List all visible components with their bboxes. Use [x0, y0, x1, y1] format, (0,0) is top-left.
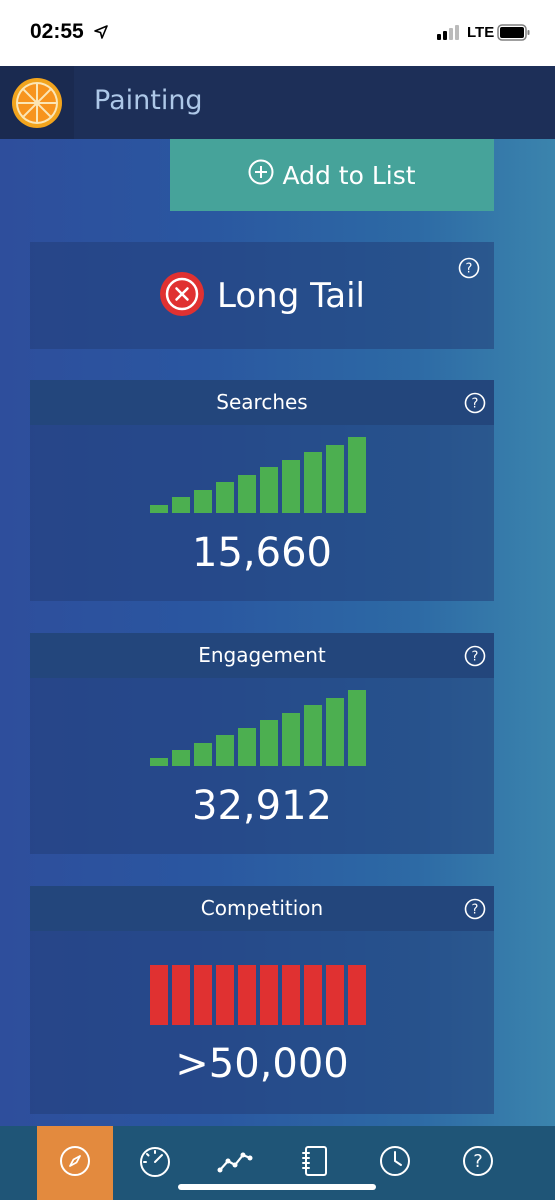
searches-value: 15,660: [192, 530, 332, 576]
meter-bar: [348, 965, 366, 1025]
tab-trends[interactable]: [197, 1126, 273, 1200]
plus-circle-icon: [248, 159, 274, 191]
searches-title: Searches: [30, 380, 494, 425]
competition-card: Competition ? >50,000: [30, 886, 494, 1114]
trend-line-icon: [217, 1147, 253, 1179]
long-tail-label: Long Tail: [217, 275, 365, 316]
help-icon[interactable]: ?: [464, 898, 486, 920]
home-indicator: [178, 1184, 376, 1190]
clock-icon: [379, 1145, 411, 1181]
searches-bar-meter: [150, 437, 366, 513]
meter-bar: [282, 713, 300, 766]
meter-bar: [326, 965, 344, 1025]
meter-bar: [194, 743, 212, 766]
meter-bar: [216, 482, 234, 513]
searches-card: Searches ? 15,660: [30, 380, 494, 601]
meter-bar: [304, 705, 322, 766]
add-to-list-button[interactable]: Add to List: [170, 139, 494, 211]
meter-bar: [326, 445, 344, 513]
meter-bar: [216, 735, 234, 766]
page-title: Painting: [94, 85, 203, 116]
help-icon[interactable]: ?: [464, 392, 486, 414]
speedometer-icon: [138, 1145, 172, 1181]
tab-history[interactable]: [357, 1126, 433, 1200]
compass-icon: [59, 1145, 91, 1181]
tab-notebook[interactable]: [277, 1126, 353, 1200]
tab-dashboard[interactable]: [117, 1126, 193, 1200]
main-content: Painting Add to List Long Tail: [0, 66, 555, 1126]
top-navbar: Painting: [0, 66, 555, 139]
engagement-bar-meter: [150, 690, 366, 766]
notebook-icon: [301, 1145, 329, 1181]
tab-help[interactable]: ?: [440, 1126, 516, 1200]
status-time: 02:55: [30, 20, 84, 43]
meter-bar: [172, 965, 190, 1025]
status-bar: 02:55 LTE: [0, 0, 555, 66]
location-arrow-icon: [94, 24, 108, 43]
engagement-card: Engagement ? 32,912: [30, 633, 494, 854]
svg-text:?: ?: [472, 903, 479, 918]
meter-bar: [238, 728, 256, 766]
help-icon[interactable]: ?: [458, 257, 480, 279]
svg-text:?: ?: [473, 1151, 483, 1172]
meter-bar: [194, 965, 212, 1025]
competition-title: Competition: [30, 886, 494, 931]
battery-icon: [497, 24, 531, 45]
long-tail-card: Long Tail ?: [30, 242, 494, 349]
add-to-list-label: Add to List: [282, 160, 416, 190]
meter-bar: [172, 497, 190, 513]
engagement-title: Engagement: [30, 633, 494, 678]
svg-text:?: ?: [466, 262, 473, 277]
meter-bar: [304, 452, 322, 513]
meter-bar: [260, 965, 278, 1025]
meter-bar: [150, 758, 168, 766]
meter-bar: [150, 505, 168, 513]
meter-bar: [282, 965, 300, 1025]
meter-bar: [348, 690, 366, 766]
help-icon[interactable]: ?: [464, 645, 486, 667]
app-logo[interactable]: [0, 66, 74, 139]
network-type: LTE: [467, 24, 495, 41]
svg-text:?: ?: [472, 397, 479, 412]
meter-bar: [304, 965, 322, 1025]
meter-bar: [282, 460, 300, 513]
meter-bar: [150, 965, 168, 1025]
meter-bar: [260, 720, 278, 766]
meter-bar: [326, 698, 344, 766]
signal-icon: [437, 24, 461, 44]
svg-text:?: ?: [472, 650, 479, 665]
meter-bar: [348, 437, 366, 513]
meter-bar: [216, 965, 234, 1025]
help-icon: ?: [462, 1145, 494, 1181]
competition-value: >50,000: [175, 1041, 349, 1087]
meter-bar: [238, 475, 256, 513]
meter-bar: [238, 965, 256, 1025]
meter-bar: [260, 467, 278, 513]
tab-explore[interactable]: [37, 1126, 113, 1200]
competition-bar-meter: [150, 965, 366, 1025]
engagement-value: 32,912: [192, 783, 332, 829]
red-x-circle-icon: [159, 271, 205, 321]
meter-bar: [194, 490, 212, 513]
meter-bar: [172, 750, 190, 766]
